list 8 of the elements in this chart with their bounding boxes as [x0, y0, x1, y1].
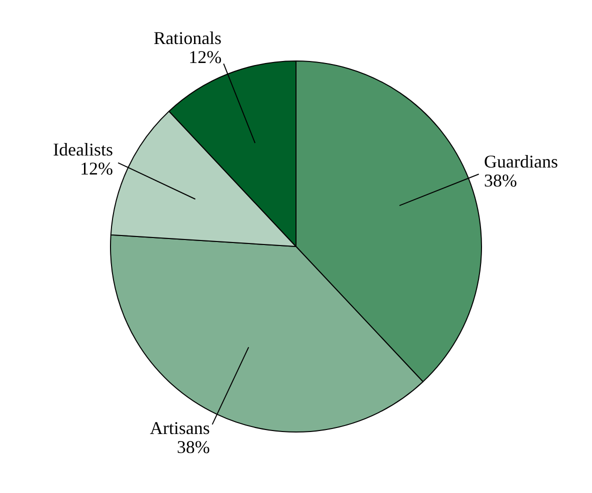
slice-label: Rationals — [154, 28, 222, 48]
slice-label: Guardians — [484, 151, 558, 172]
slice-label: Idealists — [53, 140, 114, 160]
data-label: 12% — [80, 158, 114, 179]
data-label: 38% — [176, 437, 210, 458]
slice-label: Artisans — [150, 418, 210, 438]
data-label: 12% — [188, 47, 222, 68]
data-label: 38% — [484, 170, 517, 190]
